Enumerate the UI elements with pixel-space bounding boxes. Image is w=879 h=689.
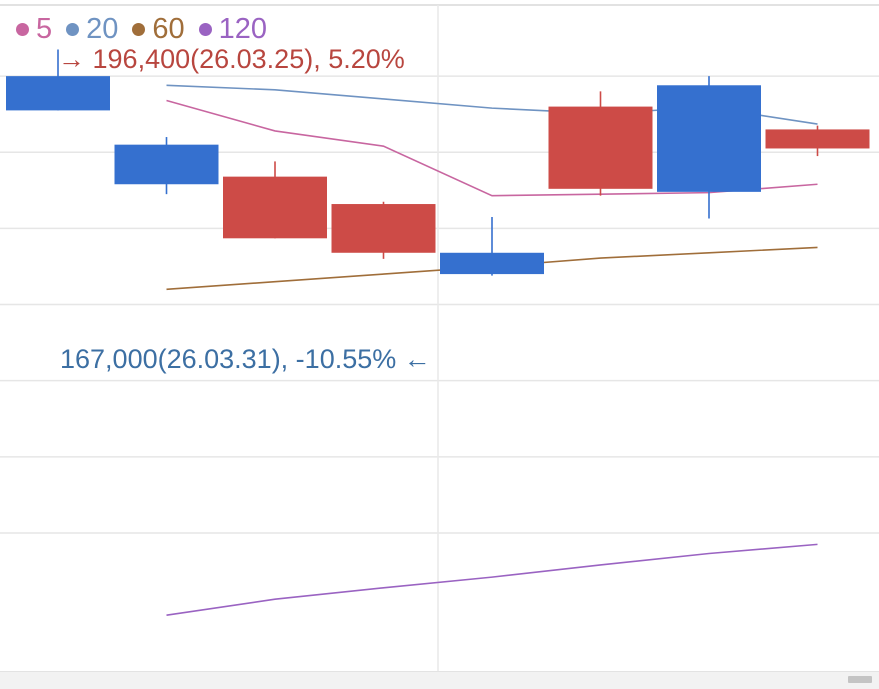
- legend-label: 20: [86, 13, 119, 45]
- candle[interactable]: [6, 49, 110, 111]
- legend-label: 5: [36, 13, 53, 45]
- low-price-label: 167,000(26.03.31), -10.55%: [60, 344, 397, 374]
- scrollbar-thumb[interactable]: [848, 676, 872, 683]
- legend-label: 60: [152, 13, 185, 45]
- candle[interactable]: [223, 161, 327, 239]
- candle-body[interactable]: [223, 176, 327, 239]
- legend-dot-icon: [132, 22, 146, 36]
- candle-body[interactable]: [114, 144, 219, 185]
- high-price-label: 196,400(26.03.25), 5.20%: [92, 44, 405, 74]
- candle-body[interactable]: [657, 85, 761, 192]
- right-arrow-icon: →: [58, 44, 85, 74]
- left-arrow-icon: ←: [403, 344, 431, 374]
- ma120-line: [166, 543, 818, 616]
- legend-dot-icon: [198, 22, 212, 36]
- candle-body[interactable]: [440, 252, 544, 275]
- legend-dot-icon: [66, 22, 80, 36]
- legend-item-ma60[interactable]: 60: [132, 12, 185, 46]
- high-price-annotation: → 196,400(26.03.25), 5.20%: [58, 43, 405, 75]
- candle[interactable]: [440, 216, 544, 276]
- horizontal-scrollbar[interactable]: [0, 671, 879, 689]
- low-price-annotation: 167,000(26.03.31), -10.55% ←: [60, 343, 431, 375]
- legend-item-ma5[interactable]: 5: [16, 12, 52, 46]
- candle-layer[interactable]: [6, 49, 870, 276]
- candle[interactable]: [657, 76, 761, 219]
- candle[interactable]: [331, 201, 436, 259]
- candle-body[interactable]: [548, 106, 653, 189]
- candle[interactable]: [548, 91, 653, 196]
- candle-body[interactable]: [6, 76, 110, 111]
- candle-body[interactable]: [331, 204, 436, 253]
- candle[interactable]: [765, 125, 870, 157]
- legend-item-ma20[interactable]: 20: [66, 12, 118, 46]
- legend-item-ma120[interactable]: 120: [198, 12, 268, 46]
- candle-body[interactable]: [765, 129, 870, 149]
- legend-dot-icon: [16, 22, 29, 36]
- ma-legend: 5 20 60 120: [16, 12, 281, 46]
- candle[interactable]: [114, 137, 219, 195]
- legend-label: 120: [218, 13, 268, 45]
